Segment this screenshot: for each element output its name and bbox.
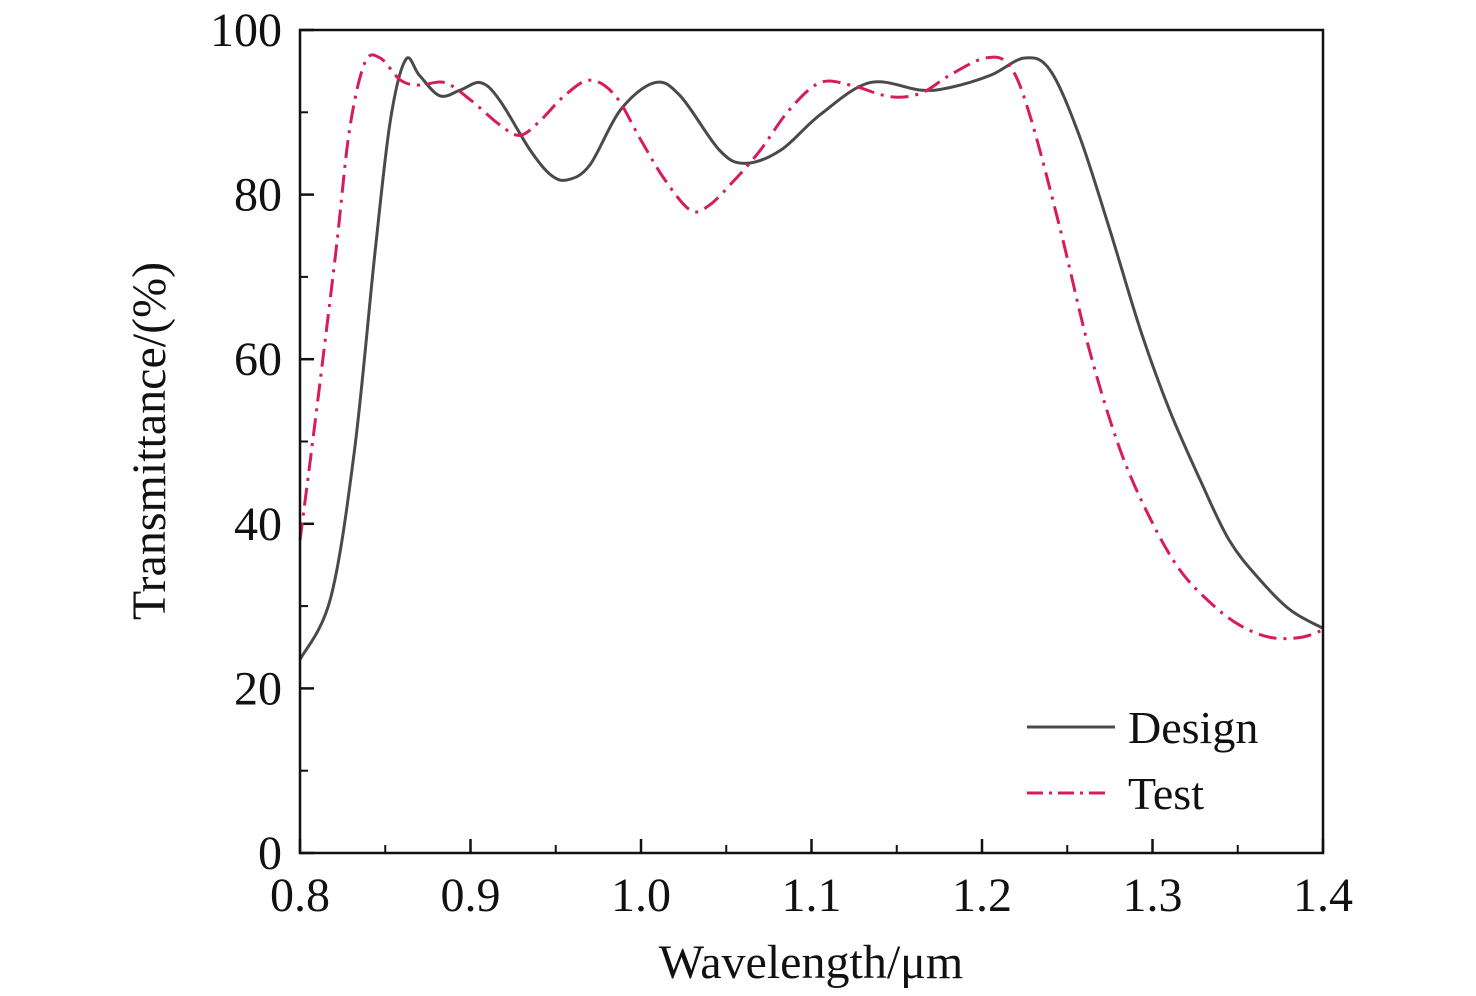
y-tick-label: 60 — [234, 333, 282, 386]
x-tick-label: 1.3 — [1123, 869, 1183, 922]
y-tick-label: 80 — [234, 169, 282, 222]
series-line-test — [298, 53, 1324, 641]
plot-frame — [298, 28, 1325, 855]
x-tick-label: 0.9 — [441, 869, 501, 922]
x-axis-label: Wavelength/μm — [659, 936, 963, 989]
y-tick-label: 0 — [258, 827, 282, 880]
series-line-design — [298, 56, 1324, 661]
x-tick-label: 1.4 — [1293, 869, 1353, 922]
x-tick-label: 1.0 — [611, 869, 671, 922]
legend: Design Test — [1027, 702, 1258, 819]
y-axis-label: Transmittance/(%) — [123, 262, 176, 620]
legend-label-test: Test — [1128, 768, 1204, 819]
x-tick-label: 1.2 — [952, 869, 1012, 922]
y-tick-label: 20 — [234, 662, 282, 715]
y-tick-label: 40 — [234, 498, 282, 551]
y-tick-label: 100 — [210, 4, 282, 57]
legend-label-design: Design — [1128, 702, 1258, 753]
x-tick-label: 1.1 — [782, 869, 842, 922]
x-tick-label: 0.8 — [270, 869, 330, 922]
